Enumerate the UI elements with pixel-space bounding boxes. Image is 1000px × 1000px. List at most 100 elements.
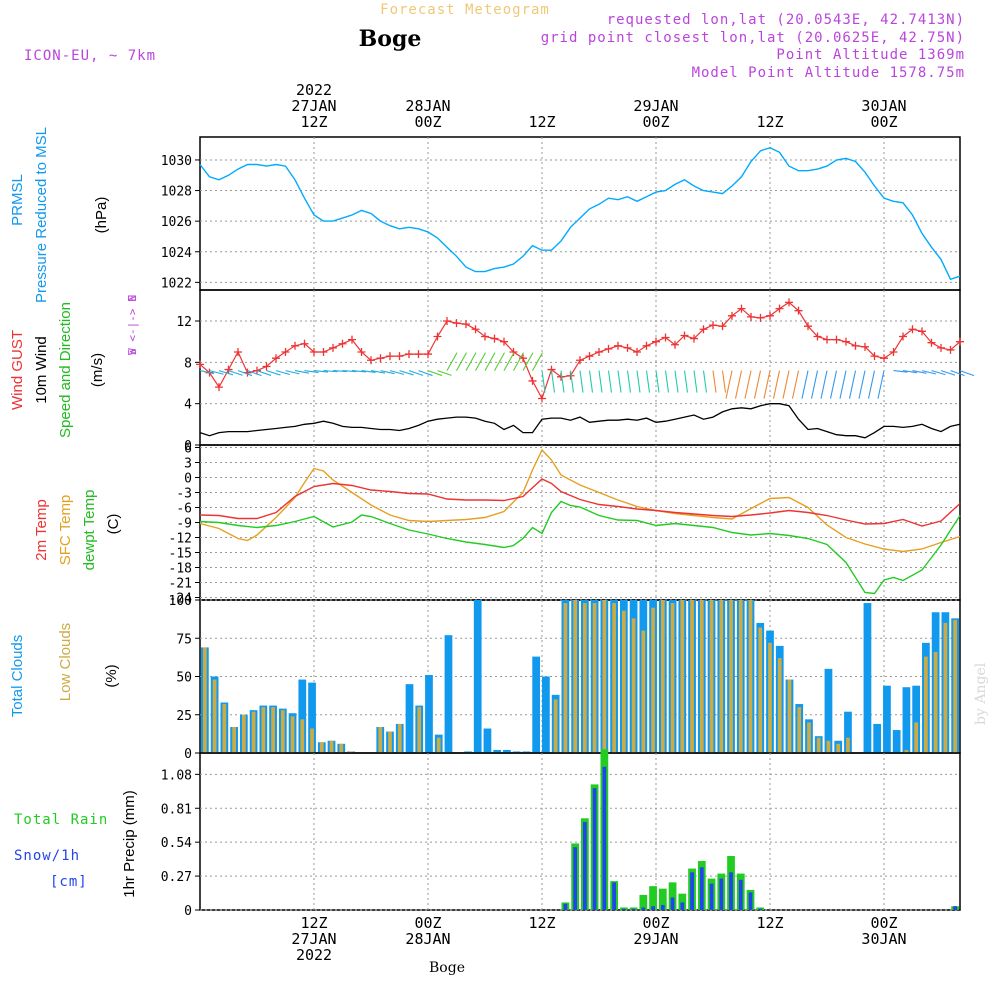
wind-direction-arrow: [829, 370, 838, 399]
cloud-panel: 0 25 50 75 100: [169, 594, 961, 762]
snow-bar: [953, 906, 957, 910]
snow-bar: [709, 883, 714, 910]
gust-marker: [329, 343, 337, 352]
total-cloud-bar: [863, 603, 872, 753]
low-cloud-bar: [670, 603, 675, 753]
time-bottom-label: 27JAN: [291, 930, 336, 948]
gust-marker: [832, 335, 841, 344]
low-cloud-bar: [203, 647, 207, 753]
snow-bar: [592, 788, 597, 910]
gust-marker: [395, 352, 404, 361]
low-cloud-bar: [738, 600, 743, 753]
gust-marker: [433, 332, 442, 341]
low-cloud-bar: [690, 600, 694, 753]
gust-marker: [851, 341, 860, 350]
time-top-label: 29JAN: [633, 97, 678, 115]
gust-marker: [927, 338, 936, 347]
sfc-temp-line: [199, 448, 961, 553]
wind-direction-arrow: [801, 370, 809, 399]
wind-direction-arrow: [294, 370, 310, 374]
low-cloud-bar: [271, 707, 275, 753]
wind-direction-arrow: [209, 370, 224, 375]
low-cloud-bar: [621, 610, 626, 753]
wind-direction-arrow: [810, 370, 819, 399]
time-top-label: 12Z: [528, 113, 555, 131]
gust-marker: [310, 348, 318, 356]
temp-unit: (C): [105, 514, 122, 535]
total-cloud-bar: [824, 668, 833, 753]
wind-direction-arrow: [940, 370, 956, 376]
wind-direction-arrow: [399, 370, 414, 376]
snow-bar: [729, 872, 733, 910]
time-bottom-label: 12Z: [528, 914, 555, 932]
wind-direction-arrow: [902, 370, 918, 374]
snow-bar: [690, 872, 694, 910]
gust-marker: [946, 345, 955, 354]
snow-bar: [583, 822, 587, 910]
footer-station: Boge: [429, 960, 465, 976]
gust-marker: [813, 332, 822, 341]
wind-ytick-label: 8: [184, 356, 192, 371]
gust-marker: [604, 344, 613, 353]
wind-direction-arrow: [256, 370, 272, 376]
wind-direction-arrow: [626, 370, 632, 393]
total-cloud-bar: [464, 751, 472, 753]
low-cloud-bar: [251, 711, 256, 753]
wind-direction-arrow: [494, 352, 505, 371]
precip-ytick-label: 0.54: [161, 836, 192, 851]
gust-marker: [319, 348, 328, 356]
wind-direction-arrow: [734, 370, 743, 399]
wind-direction-arrow: [607, 370, 613, 393]
low-cloud-bar: [592, 603, 597, 753]
gust-marker: [224, 365, 233, 374]
time-bottom-label: 12Z: [756, 914, 783, 932]
temp-ytick-label: -15: [169, 547, 192, 562]
pressure-label-1: PRMSL: [9, 174, 26, 226]
time-bottom-label: 28JAN: [405, 930, 450, 948]
wind-direction-arrow: [674, 370, 679, 393]
low-cloud-bar: [768, 642, 772, 753]
gust-marker: [348, 335, 356, 344]
wind-direction-arrow: [456, 352, 467, 371]
low-cloud-bar: [641, 630, 646, 753]
total-cloud-bar: [522, 751, 531, 753]
grid-point-coords: grid point closest lon,lat (20.0625E, 42…: [541, 30, 965, 46]
gust-marker: [718, 322, 727, 331]
wind-direction-arrow: [912, 370, 927, 374]
wind-direction-arrow: [275, 370, 291, 376]
model-label: ICON-EU, ~ 7km: [24, 48, 156, 64]
pressure-line: [199, 146, 961, 281]
temp-ytick-label: -18: [169, 562, 192, 577]
low-cloud-bar: [563, 603, 568, 753]
precip-ytick-label: 1.08: [161, 768, 192, 783]
gust-marker: [262, 362, 271, 371]
precip-panel: 0 0.27 0.54 0.81 1.08: [161, 749, 961, 919]
low-cloud-bar: [300, 719, 305, 753]
pressure-ytick-label: 1026: [161, 215, 192, 230]
wind-direction-arrow: [408, 370, 424, 376]
snow-bar: [748, 892, 753, 910]
wind-label-dir: Speed and Direction: [57, 302, 74, 438]
gust-marker: [585, 352, 594, 361]
wind-direction-arrow: [950, 370, 965, 376]
total-cloud-bar: [892, 730, 901, 753]
snow-bar: [680, 902, 685, 910]
gust-marker: [918, 327, 926, 336]
gust-marker: [595, 348, 603, 356]
compass-we: W <-|-> E: [126, 295, 139, 355]
gust-marker: [937, 343, 945, 352]
gust-marker: [889, 348, 898, 356]
temp-ytick-label: 0: [184, 472, 192, 487]
low-cloud-bar: [602, 600, 607, 753]
gust-marker: [196, 360, 204, 369]
temp-label-dewpt: dewpt Temp: [81, 490, 98, 571]
snow-bar: [719, 878, 724, 910]
low-cloud-bar: [651, 607, 655, 753]
wind-direction-arrow: [247, 370, 262, 377]
temp-ytick-label: 3: [184, 457, 192, 472]
wind-direction-arrow: [858, 370, 866, 399]
wind-direction-arrow: [820, 370, 828, 399]
precip-frame: [199, 752, 961, 911]
gust-marker: [785, 298, 793, 307]
